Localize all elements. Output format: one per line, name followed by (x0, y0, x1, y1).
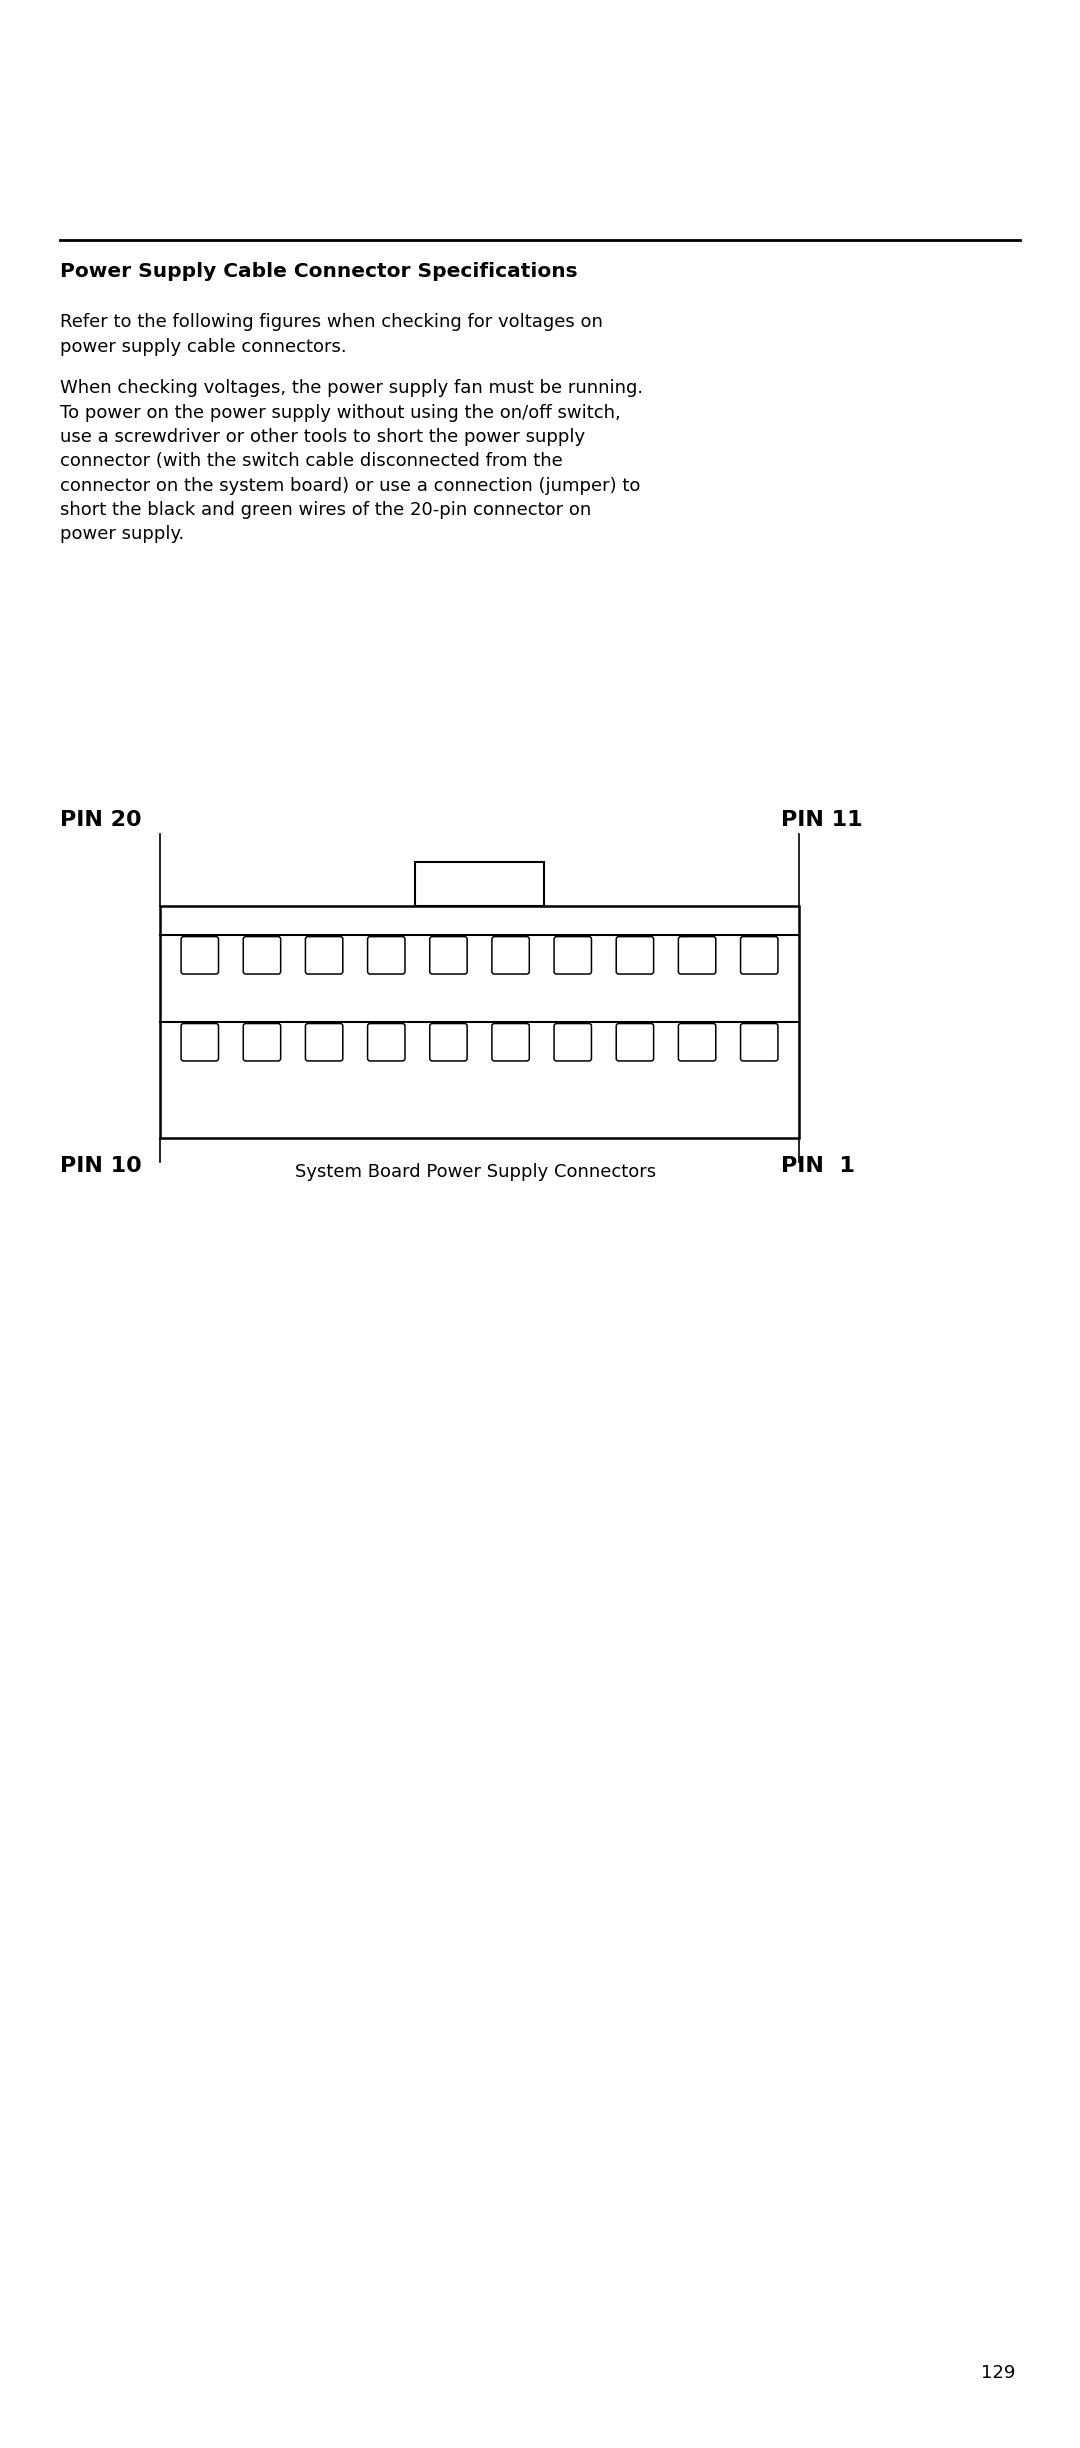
Text: When checking voltages, the power supply fan must be running.
To power on the po: When checking voltages, the power supply… (60, 379, 644, 543)
Text: Refer to the following figures when checking for voltages on
power supply cable : Refer to the following figures when chec… (60, 313, 604, 355)
FancyBboxPatch shape (741, 938, 778, 974)
FancyBboxPatch shape (617, 1023, 653, 1060)
Bar (160, 906, 799, 1138)
Text: PIN 20: PIN 20 (60, 810, 143, 830)
Text: PIN  1: PIN 1 (781, 1155, 855, 1177)
FancyBboxPatch shape (430, 1023, 468, 1060)
FancyBboxPatch shape (181, 1023, 218, 1060)
FancyBboxPatch shape (367, 938, 405, 974)
Text: Power Supply Cable Connector Specifications: Power Supply Cable Connector Specificati… (60, 262, 578, 282)
FancyBboxPatch shape (617, 938, 653, 974)
Text: PIN 11: PIN 11 (781, 810, 863, 830)
FancyBboxPatch shape (554, 938, 592, 974)
FancyBboxPatch shape (243, 1023, 281, 1060)
FancyBboxPatch shape (678, 938, 716, 974)
FancyBboxPatch shape (306, 938, 342, 974)
FancyBboxPatch shape (430, 938, 468, 974)
FancyBboxPatch shape (367, 1023, 405, 1060)
Text: 129: 129 (981, 2365, 1015, 2382)
FancyBboxPatch shape (306, 1023, 342, 1060)
Text: System Board Power Supply Connectors: System Board Power Supply Connectors (295, 1163, 656, 1180)
FancyBboxPatch shape (181, 938, 218, 974)
FancyBboxPatch shape (678, 1023, 716, 1060)
FancyBboxPatch shape (491, 938, 529, 974)
Bar (415, 862, 544, 906)
FancyBboxPatch shape (243, 938, 281, 974)
Text: PIN 10: PIN 10 (60, 1155, 143, 1177)
FancyBboxPatch shape (741, 1023, 778, 1060)
FancyBboxPatch shape (554, 1023, 592, 1060)
FancyBboxPatch shape (491, 1023, 529, 1060)
